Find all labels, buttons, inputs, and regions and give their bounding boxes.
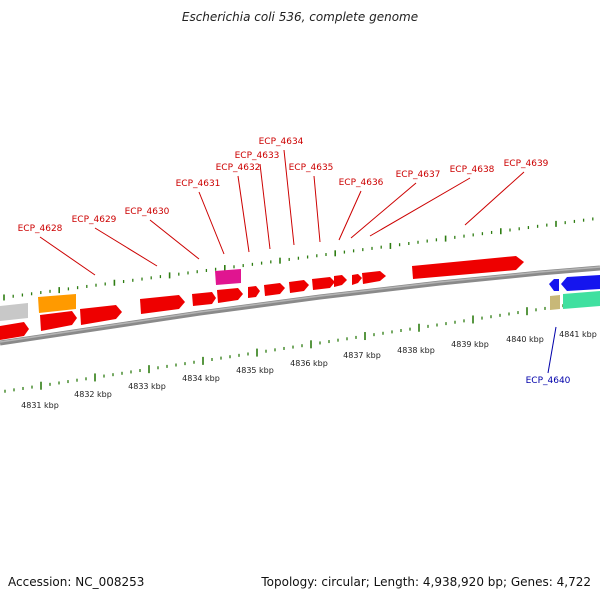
gene-arrow[interactable] [362,271,386,284]
gene-arrow[interactable] [264,283,285,296]
gene-arrow[interactable] [80,305,122,325]
gene-features [0,256,600,340]
leader-line [338,190,362,241]
gene-arrow[interactable] [248,286,260,298]
gene-label[interactable]: ECP_4636 [339,178,384,188]
gene-arrow[interactable] [561,275,600,291]
gene-arrow[interactable] [312,277,335,290]
leader-line [198,191,225,255]
topology-label: Topology: circular; Length: 4,938,920 bp… [261,575,591,589]
scale-label: 4836 kbp [290,359,328,368]
leader-line [350,182,417,239]
scale-label: 4840 kbp [506,335,544,344]
gene-label[interactable]: ECP_4632 [216,163,261,173]
gene-arrow[interactable] [217,288,243,303]
gene-label[interactable]: ECP_4640 [526,376,571,386]
gene-arrow[interactable] [0,322,29,340]
gene-arrow[interactable] [550,295,560,310]
scale-label: 4831 kbp [21,401,59,410]
gene-arrow[interactable] [549,279,559,291]
gene-arrow[interactable] [38,294,76,313]
leader-line [283,149,295,246]
gene-label-leaders [39,149,557,374]
scale-labels: 4831 kbp 4832 kbp 4833 kbp 4834 kbp 4835 kbp… [21,330,597,410]
genome-title: Escherichia coli 536, complete genome [181,10,419,24]
gene-arrow[interactable] [0,303,28,321]
gene-arrow[interactable] [334,275,347,287]
gene-label[interactable]: ECP_4637 [396,170,441,180]
gene-arrow[interactable] [289,280,309,293]
leader-line [369,177,471,237]
gene-label[interactable]: ECP_4631 [176,179,221,189]
gene-label[interactable]: ECP_4635 [289,163,334,173]
gene-arrow[interactable] [352,274,362,285]
scale-label: 4835 kbp [236,366,274,375]
leader-line [259,163,271,250]
leader-line [39,236,96,276]
scale-label: 4834 kbp [182,374,220,383]
gene-arrow[interactable] [412,256,524,279]
gene-arrow[interactable] [140,295,185,314]
leader-line [237,175,250,253]
gene-arrow[interactable] [215,269,241,285]
leader-line [313,175,321,243]
outer-tick-ring [3,217,594,301]
scale-label: 4838 kbp [397,346,435,355]
gene-label[interactable]: ECP_4628 [18,224,63,234]
scale-label: 4839 kbp [451,340,489,349]
leader-line [547,326,557,374]
accession-label: Accession: NC_008253 [8,575,145,589]
gene-arrow[interactable] [192,292,216,306]
scale-label: 4832 kbp [74,390,112,399]
scale-label: 4837 kbp [343,351,381,360]
gene-label[interactable]: ECP_4638 [450,165,495,175]
scale-label: 4833 kbp [128,382,166,391]
gene-label[interactable]: ECP_4630 [125,207,170,217]
backbone-highlight [0,266,600,343]
gene-labels: ECP_4628 ECP_4629 ECP_4630 ECP_4631 ECP_4632… [18,137,571,386]
leader-line [94,227,158,267]
backbone [0,265,600,346]
gene-label[interactable]: ECP_4639 [504,159,549,169]
gene-label[interactable]: ECP_4633 [235,151,280,161]
scale-label: 4841 kbp [559,330,597,339]
gene-label[interactable]: ECP_4634 [259,137,304,147]
leader-line [149,219,200,260]
gene-arrow[interactable] [563,291,600,309]
gene-arrow[interactable] [40,311,77,331]
gene-label[interactable]: ECP_4629 [72,215,117,225]
leader-line [464,171,525,226]
